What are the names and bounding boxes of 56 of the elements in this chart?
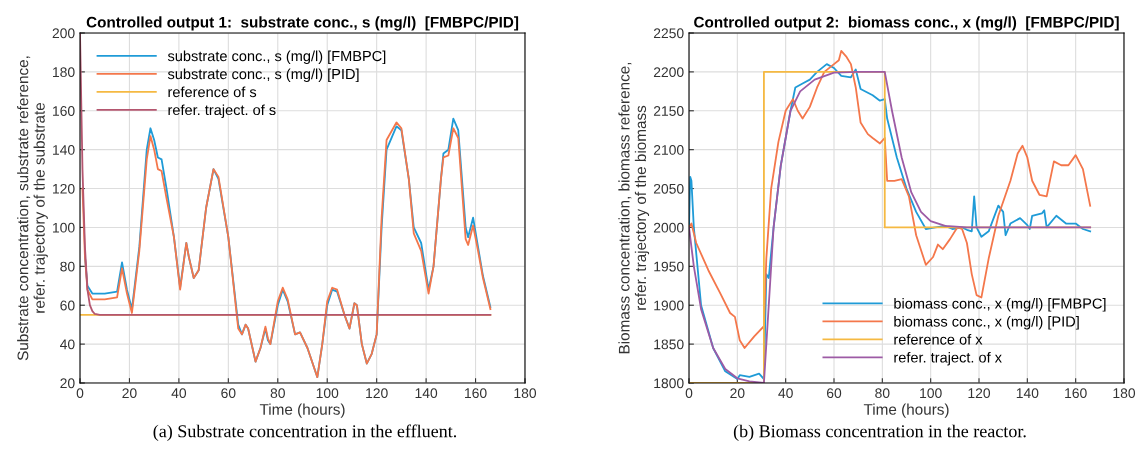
y-tick-label: 2250 <box>653 28 684 39</box>
y-tick-label: 1800 <box>654 378 684 389</box>
chart-title: Controlled output 1: substrate conc., s (mg/l) [FMBPC/PID] <box>86 16 519 31</box>
y-tick-label: 40 <box>60 339 75 350</box>
y-axis-title: Substrate concentration, substrate reference, refer. trajectory of the substrate <box>17 56 48 361</box>
y-tick-label: 2100 <box>653 145 684 155</box>
y-tick-label: 100 <box>53 222 75 233</box>
y-tick-label: 200 <box>52 28 75 39</box>
y-tick-label: 140 <box>53 145 75 155</box>
x-tick-label: 0 <box>685 388 693 399</box>
legend-label: reference of s <box>168 86 257 98</box>
text: (b) Biomass concentration in the reactor. <box>733 424 1026 441</box>
x-axis-title: Time (hours) <box>259 403 345 418</box>
legend-label: biomass conc., x (mg/l) [FMBPC] <box>894 298 1106 312</box>
x-tick-label: 60 <box>221 388 236 399</box>
x-tick-label: 20 <box>730 388 745 399</box>
x-axis-title: Time (hours) <box>863 403 949 418</box>
x-tick-label: 120 <box>968 388 991 399</box>
x-tick-label: 40 <box>171 388 187 399</box>
chart-title: Controlled output 2: biomass conc., x (mg/l) [FMBPC/PID] <box>694 16 1119 31</box>
x-tick-label: 0 <box>76 388 84 399</box>
y-tick-label: 120 <box>53 183 75 194</box>
y-tick-label: 2000 <box>653 222 684 233</box>
y-axis-title: Biomass concentration, biomass reference, refer. trajectory of the biomass <box>618 62 650 354</box>
x-tick-label: 120 <box>366 388 388 399</box>
legend-label: substrate conc., s (mg/l) [FMBPC] <box>167 50 386 65</box>
y-tick-label: 160 <box>53 106 75 116</box>
legend-label: refer. traject. of x <box>894 351 1002 366</box>
x-tick-label: 20 <box>122 388 137 399</box>
y-tick-label: 1900 <box>654 300 684 311</box>
x-tick-label: 60 <box>826 388 842 399</box>
x-tick-label: 100 <box>316 388 339 399</box>
x-tick-label: 40 <box>778 388 793 399</box>
y-tick-label: 20 <box>60 378 75 389</box>
legend-label: substrate conc., s (mg/l) [PID] <box>167 68 359 83</box>
legend-label: refer. traject. of s <box>168 104 276 118</box>
y-tick-label: 2200 <box>653 67 684 78</box>
y-tick-label: 1950 <box>654 261 684 272</box>
x-tick-label: 80 <box>270 388 285 399</box>
x-tick-label: 140 <box>1016 388 1039 399</box>
x-tick-label: 100 <box>920 388 942 399</box>
x-tick-label: 180 <box>1113 388 1136 399</box>
y-tick-label: 80 <box>60 261 75 272</box>
y-tick-label: 60 <box>60 300 75 311</box>
x-tick-label: 160 <box>465 388 487 399</box>
x-tick-label: 140 <box>415 388 438 399</box>
legend-label: reference of x <box>894 333 983 345</box>
x-tick-label: 160 <box>1065 388 1087 399</box>
x-tick-label: 80 <box>875 388 890 399</box>
y-tick-label: 2050 <box>653 183 684 194</box>
x-tick-label: 180 <box>514 388 537 399</box>
legend-label: biomass conc., x (mg/l) [PID] <box>894 315 1079 330</box>
y-tick-label: 1850 <box>654 339 684 350</box>
y-tick-label: 2150 <box>653 106 684 116</box>
text: (a) Substrate concentration in the effluent. <box>153 424 457 441</box>
y-tick-label: 180 <box>53 67 75 78</box>
